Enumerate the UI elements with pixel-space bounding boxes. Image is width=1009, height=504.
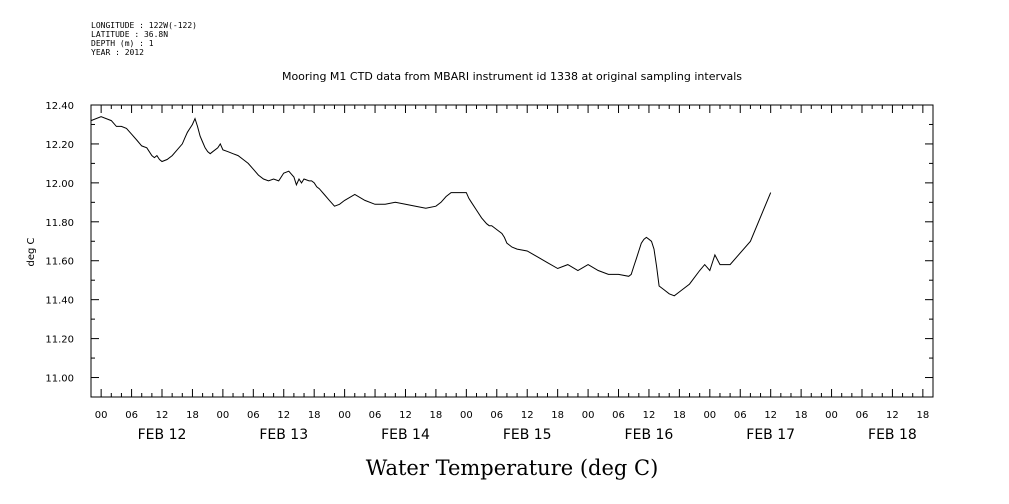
x-tick-label: 06: [125, 410, 138, 421]
x-tick-label: 00: [825, 410, 838, 421]
metadata-depth: DEPTH (m) : 1: [91, 39, 154, 48]
x-tick-label: 12: [156, 410, 169, 421]
x-tick-label: 18: [795, 410, 808, 421]
x-tick-label: 00: [582, 410, 595, 421]
x-tick-label: 12: [399, 410, 412, 421]
x-tick-label: 06: [612, 410, 625, 421]
y-tick-label: 12.00: [45, 179, 74, 190]
x-axis-label: Water Temperature (deg C): [366, 456, 659, 480]
x-tick-label: 18: [673, 410, 686, 421]
x-day-label: FEB 14: [381, 427, 430, 443]
x-day-label: FEB 12: [138, 427, 187, 443]
x-tick-label: 12: [764, 410, 777, 421]
y-tick-label: 11.40: [45, 296, 74, 307]
x-tick-label: 12: [521, 410, 534, 421]
metadata-latitude: LATITUDE : 36.8N: [91, 30, 168, 39]
y-tick-label: 11.00: [45, 374, 74, 385]
x-tick-label: 00: [338, 410, 351, 421]
y-axis-label: deg C: [26, 237, 37, 266]
x-tick-label: 18: [430, 410, 443, 421]
x-tick-label: 00: [95, 410, 108, 421]
y-tick-label: 12.40: [45, 101, 74, 112]
x-tick-label: 06: [734, 410, 747, 421]
x-day-label: FEB 13: [259, 427, 308, 443]
x-day-label: FEB 16: [625, 427, 674, 443]
metadata-longitude: LONGITUDE : 122W(-122): [91, 21, 197, 30]
x-tick-label: 18: [916, 410, 929, 421]
x-tick-label: 12: [277, 410, 290, 421]
y-tick-label: 11.20: [45, 335, 74, 346]
plot-frame: [90, 104, 934, 398]
temperature-series-line: [90, 116, 772, 297]
x-tick-label: 18: [551, 410, 564, 421]
x-day-label: FEB 17: [746, 427, 795, 443]
x-tick-label: 00: [217, 410, 230, 421]
y-tick-label: 11.80: [45, 218, 74, 229]
x-tick-label: 18: [308, 410, 321, 421]
x-tick-label: 18: [186, 410, 199, 421]
x-axis: 00 06 12 18 00 06 12 18 00 06 12 18 00 06 12 18 00 06 12 18…: [90, 105, 934, 443]
metadata-block: LONGITUDE : 122W(-122) LATITUDE : 36.8N …: [91, 21, 197, 57]
x-tick-label: 12: [643, 410, 656, 421]
series-group: [90, 116, 772, 297]
x-tick-label: 06: [247, 410, 260, 421]
x-tick-label: 06: [369, 410, 382, 421]
y-axis: 11.00 11.20 11.40 11.60 11.80 12.00 12.20 12.40: [45, 101, 933, 385]
x-tick-label: 12: [886, 410, 899, 421]
x-day-label: FEB 18: [868, 427, 917, 443]
x-tick-label: 00: [460, 410, 473, 421]
x-tick-label: 06: [490, 410, 503, 421]
x-day-label: FEB 15: [503, 427, 552, 443]
x-tick-label: 00: [703, 410, 716, 421]
y-tick-label: 12.20: [45, 140, 74, 151]
chart-title: Mooring M1 CTD data from MBARI instrumen…: [282, 70, 742, 83]
x-tick-label: 06: [856, 410, 869, 421]
metadata-year: YEAR : 2012: [91, 48, 144, 57]
y-tick-label: 11.60: [45, 257, 74, 268]
